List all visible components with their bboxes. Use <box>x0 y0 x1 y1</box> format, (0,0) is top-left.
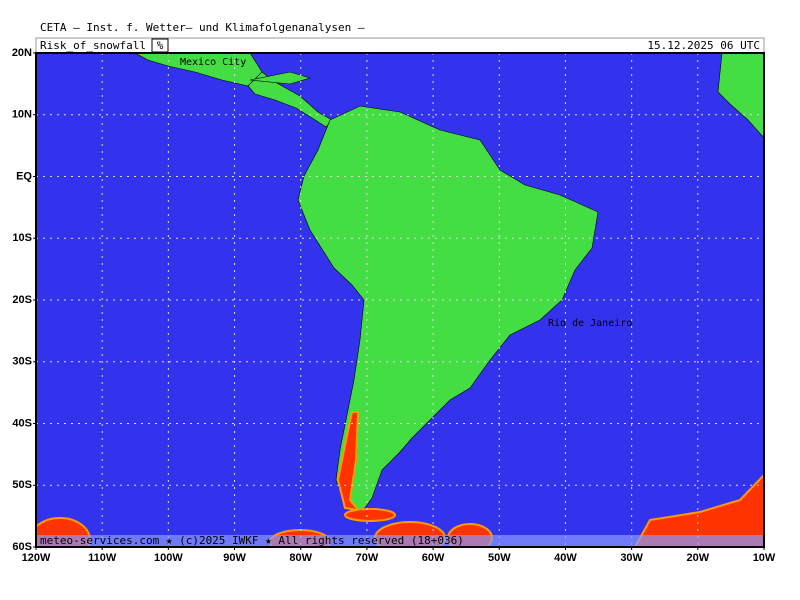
lat-label: EQ <box>16 170 32 182</box>
map: Mexico City Rio de Janeiro meteo-services… <box>36 53 764 547</box>
lat-label: 30S <box>12 356 32 368</box>
africa <box>717 53 764 139</box>
lon-label: 20W <box>687 552 710 564</box>
mexico <box>134 53 263 87</box>
lat-label: 50S <box>12 479 32 491</box>
place-label: Mexico City <box>180 57 246 68</box>
antarctica-5 <box>633 473 764 547</box>
lat-label: 20N <box>12 47 32 59</box>
footer-bar <box>36 535 764 547</box>
datetime: 15.12.2025 06 UTC <box>647 39 760 52</box>
lon-label: 90W <box>223 552 246 564</box>
south-america <box>297 105 599 513</box>
lat-label: 60S <box>12 541 32 553</box>
caribbean <box>249 71 312 85</box>
lon-label: 70W <box>356 552 379 564</box>
lat-label: 10S <box>12 232 32 244</box>
lon-label: 120W <box>22 552 51 564</box>
place-label: Rio de Janeiro <box>548 318 632 329</box>
lat-label: 10N <box>12 109 32 121</box>
lon-label: 60W <box>422 552 445 564</box>
header-title: CETA – Inst. f. Wetter– und Klimafolgena… <box>40 21 365 34</box>
lon-label: 50W <box>488 552 511 564</box>
lon-label: 10W <box>753 552 776 564</box>
lon-label: 30W <box>620 552 643 564</box>
lon-label: 110W <box>88 552 117 564</box>
lon-label: 40W <box>554 552 577 564</box>
footer-credit: meteo-services.com ★ (c)2025 IWKF ★ All … <box>40 534 464 547</box>
product-label: Risk_of_snowfall <box>40 39 146 52</box>
tierra-del-fuego <box>344 508 396 522</box>
lat-label: 20S <box>12 294 32 306</box>
lon-label: 100W <box>154 552 183 564</box>
unit-label: % <box>157 39 164 52</box>
lat-label: 40S <box>12 417 32 429</box>
lon-label: 80W <box>289 552 312 564</box>
